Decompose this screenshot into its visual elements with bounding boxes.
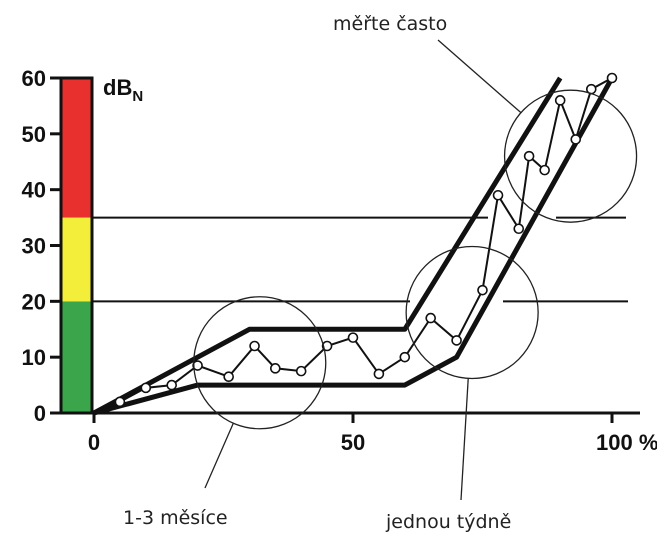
color-band-2 <box>61 78 92 218</box>
envelope-upper-bound <box>92 76 563 416</box>
color-scale-bar <box>59 76 94 415</box>
data-point <box>347 332 359 343</box>
y-tick-label: 0 <box>34 401 46 426</box>
annotation-leader-1 <box>204 422 234 489</box>
y-tick-labels: 0 10 20 30 40 50 60 <box>22 66 46 426</box>
annotation-once-a-week: jednou týdně <box>385 511 511 533</box>
annotation-measure-often: měřte často <box>333 13 447 35</box>
data-point <box>269 363 281 374</box>
measurement-series <box>93 72 618 414</box>
data-point <box>425 312 437 324</box>
x-tick-label: 100 % <box>596 430 657 455</box>
series-line <box>93 77 613 414</box>
annotation-circles <box>193 89 638 430</box>
x-tick-label: 0 <box>88 430 100 455</box>
y-unit-label: dBN <box>103 75 143 105</box>
x-tick-labels: 0 50 100 % <box>88 430 657 455</box>
data-point <box>554 95 566 106</box>
y-tick-label: 30 <box>22 234 46 259</box>
data-point <box>399 351 411 363</box>
data-point <box>373 368 385 380</box>
y-tick-label: 50 <box>22 122 46 147</box>
data-point <box>192 360 203 371</box>
y-tick-label: 10 <box>22 345 46 370</box>
annotation-leader-2 <box>460 378 469 501</box>
data-point <box>223 371 234 383</box>
y-tick-label: 20 <box>22 289 46 314</box>
annotation-circle-1 <box>193 296 327 430</box>
data-point <box>570 134 582 145</box>
annotation-circle-0 <box>503 89 638 223</box>
y-tick-label: 40 <box>22 178 46 203</box>
envelope-lower-bound <box>93 76 615 416</box>
annotation-1-3-months: 1-3 měsíce <box>123 507 228 529</box>
data-point <box>249 340 260 352</box>
data-point <box>523 150 535 162</box>
data-point <box>606 72 618 84</box>
data-point <box>492 189 504 201</box>
axes <box>50 76 640 423</box>
data-point <box>114 396 126 408</box>
data-point <box>166 379 177 391</box>
data-point <box>539 164 550 176</box>
data-point <box>451 335 462 346</box>
data-point <box>477 284 488 296</box>
data-point <box>513 223 525 235</box>
annotation-leader-0 <box>437 39 522 114</box>
envelope-bounds <box>92 76 615 416</box>
y-tick-label: 60 <box>22 66 46 91</box>
annotation-circle-2 <box>405 245 539 380</box>
color-band-1 <box>61 217 92 302</box>
reference-lines <box>92 216 628 303</box>
x-tick-label: 50 <box>341 430 365 455</box>
color-band-0 <box>61 301 92 413</box>
data-point <box>140 382 152 394</box>
annotation-leaders <box>204 39 522 501</box>
data-point <box>295 365 307 377</box>
data-point <box>321 340 333 352</box>
